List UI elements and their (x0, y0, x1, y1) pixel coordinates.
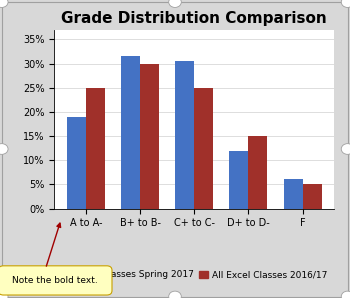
Circle shape (0, 144, 8, 154)
Bar (248, 136, 267, 209)
Bar (175, 61, 194, 209)
Bar (86, 88, 105, 209)
Circle shape (0, 0, 8, 7)
Circle shape (169, 0, 181, 7)
Text: Note the bold text.: Note the bold text. (12, 276, 98, 285)
FancyBboxPatch shape (0, 266, 112, 295)
Bar (121, 56, 140, 209)
Bar (302, 184, 322, 209)
Bar (284, 179, 302, 209)
Circle shape (169, 291, 181, 298)
Circle shape (341, 291, 350, 298)
Bar (194, 88, 213, 209)
Bar (140, 64, 159, 209)
Title: Grade Distribution Comparison: Grade Distribution Comparison (61, 11, 327, 26)
Bar (230, 150, 248, 209)
Circle shape (0, 291, 8, 298)
Legend: Excel Classes Spring 2017, All Excel Classes 2016/17: Excel Classes Spring 2017, All Excel Cla… (59, 267, 331, 283)
Bar (67, 117, 86, 209)
Circle shape (341, 144, 350, 154)
Circle shape (341, 0, 350, 7)
